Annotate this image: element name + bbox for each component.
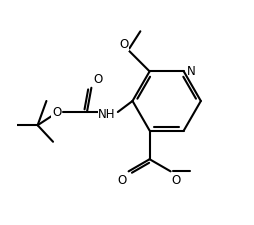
Text: O: O: [52, 105, 61, 118]
Text: N: N: [186, 65, 195, 77]
Text: O: O: [172, 173, 181, 186]
Text: O: O: [119, 38, 128, 51]
Text: O: O: [118, 173, 127, 186]
Text: O: O: [93, 73, 103, 86]
Text: NH: NH: [98, 107, 116, 120]
